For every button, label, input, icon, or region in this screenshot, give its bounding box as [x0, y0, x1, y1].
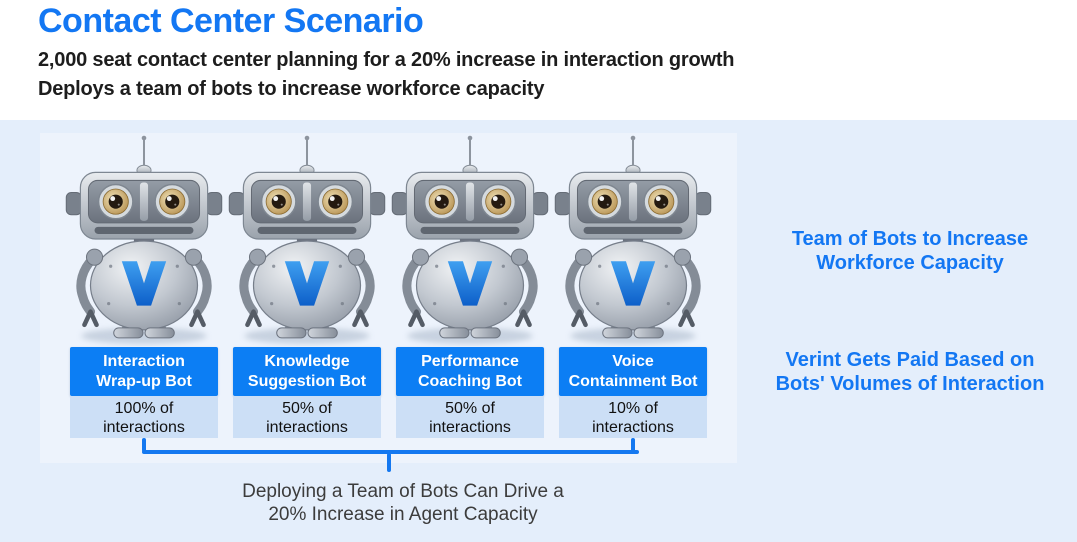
- bot-volume-label: 50% of interactions: [396, 396, 544, 438]
- page-title: Contact Center Scenario: [38, 2, 424, 40]
- bot-name-label: Interaction Wrap-up Bot: [70, 347, 218, 396]
- verint-robot-icon: [56, 134, 232, 346]
- bot-column-performance-coaching: Performance Coaching Bot 50% of interact…: [396, 120, 544, 460]
- bot-column-knowledge-suggestion: Knowledge Suggestion Bot 50% of interact…: [233, 120, 381, 460]
- bot-column-voice-containment: Voice Containment Bot 10% of interaction…: [559, 120, 707, 460]
- bracket-right-riser: [631, 438, 635, 452]
- bot-column-interaction-wrapup: Interaction Wrap-up Bot 100% of interact…: [70, 120, 218, 460]
- bot-name-label: Voice Containment Bot: [559, 347, 707, 396]
- slide-subtitle: 2,000 seat contact center planning for a…: [38, 49, 735, 100]
- bracket-caption: Deploying a Team of Bots Can Drive a 20%…: [242, 481, 564, 525]
- verint-robot-icon: [219, 134, 395, 346]
- callout-verint-payment: Verint Gets Paid Based on Bots' Volumes …: [775, 349, 1045, 395]
- bracket-center-stem: [387, 453, 391, 472]
- bot-name-label: Performance Coaching Bot: [396, 347, 544, 396]
- verint-robot-icon: [545, 134, 721, 346]
- bracket-bar: [142, 450, 639, 454]
- bot-volume-label: 10% of interactions: [559, 396, 707, 438]
- bot-volume-label: 100% of interactions: [70, 396, 218, 438]
- scenario-panel: Interaction Wrap-up Bot 100% of interact…: [0, 120, 1077, 542]
- bracket-left-riser: [142, 438, 146, 452]
- bot-name-label: Knowledge Suggestion Bot: [233, 347, 381, 396]
- bot-volume-label: 50% of interactions: [233, 396, 381, 438]
- verint-robot-icon: [382, 134, 558, 346]
- callout-workforce-capacity: Team of Bots to Increase Workforce Capac…: [791, 228, 1029, 274]
